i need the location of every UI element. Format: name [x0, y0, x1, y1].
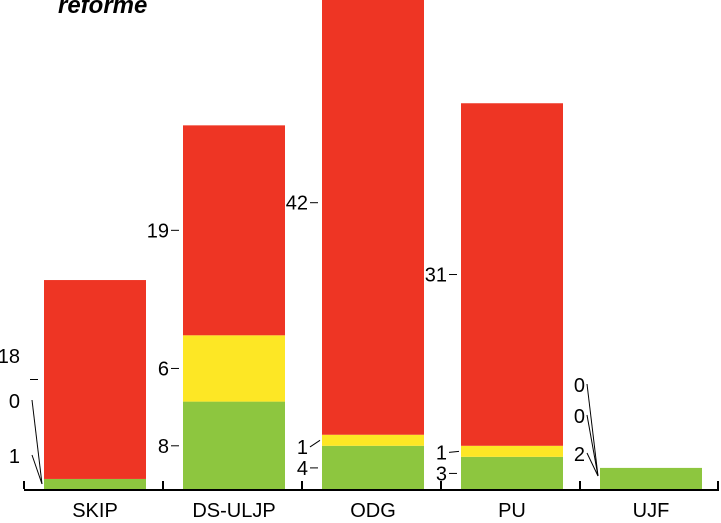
label-leader	[586, 414, 599, 477]
label-leader	[31, 399, 43, 485]
category-label: ODG	[350, 500, 396, 522]
bar-segment-abstain	[322, 434, 424, 446]
value-label: 0	[574, 406, 585, 428]
label-leader	[309, 439, 321, 448]
value-label: 6	[158, 358, 169, 380]
bar-segment-abstain	[461, 445, 563, 457]
value-label: 0	[9, 391, 20, 413]
value-label: 8	[158, 436, 169, 458]
value-label: 1	[9, 446, 20, 468]
label-leader	[31, 454, 43, 485]
category-label: PU	[498, 500, 526, 522]
bar-segment-for	[322, 0, 424, 435]
value-label: 4	[297, 458, 308, 480]
bar-segment-against	[461, 456, 563, 490]
label-leader	[586, 383, 599, 477]
value-label: 2	[574, 444, 585, 466]
label-leader	[448, 450, 460, 453]
bar-segment-against	[44, 478, 146, 490]
category-label: SKIP	[72, 500, 118, 522]
value-label: 0	[574, 375, 585, 397]
bar-segment-for	[44, 280, 146, 479]
bar-segment-for	[461, 103, 563, 446]
value-label: 1	[436, 442, 447, 464]
value-label: 31	[425, 265, 447, 287]
bar-segment-for	[183, 125, 285, 336]
category-label: DS-ULJP	[192, 500, 275, 522]
value-label: 19	[147, 220, 169, 242]
bar-segment-abstain	[183, 335, 285, 402]
value-label: 42	[286, 193, 308, 215]
value-label: 3	[436, 463, 447, 485]
label-leader	[586, 452, 599, 477]
bar-segment-against	[183, 401, 285, 490]
bar-segment-against	[322, 445, 424, 490]
value-label: 18	[0, 346, 20, 368]
chart-title: reforme	[58, 0, 148, 19]
category-label: UJF	[633, 500, 670, 522]
value-label: 1	[297, 437, 308, 459]
bar-segment-against	[600, 467, 702, 490]
